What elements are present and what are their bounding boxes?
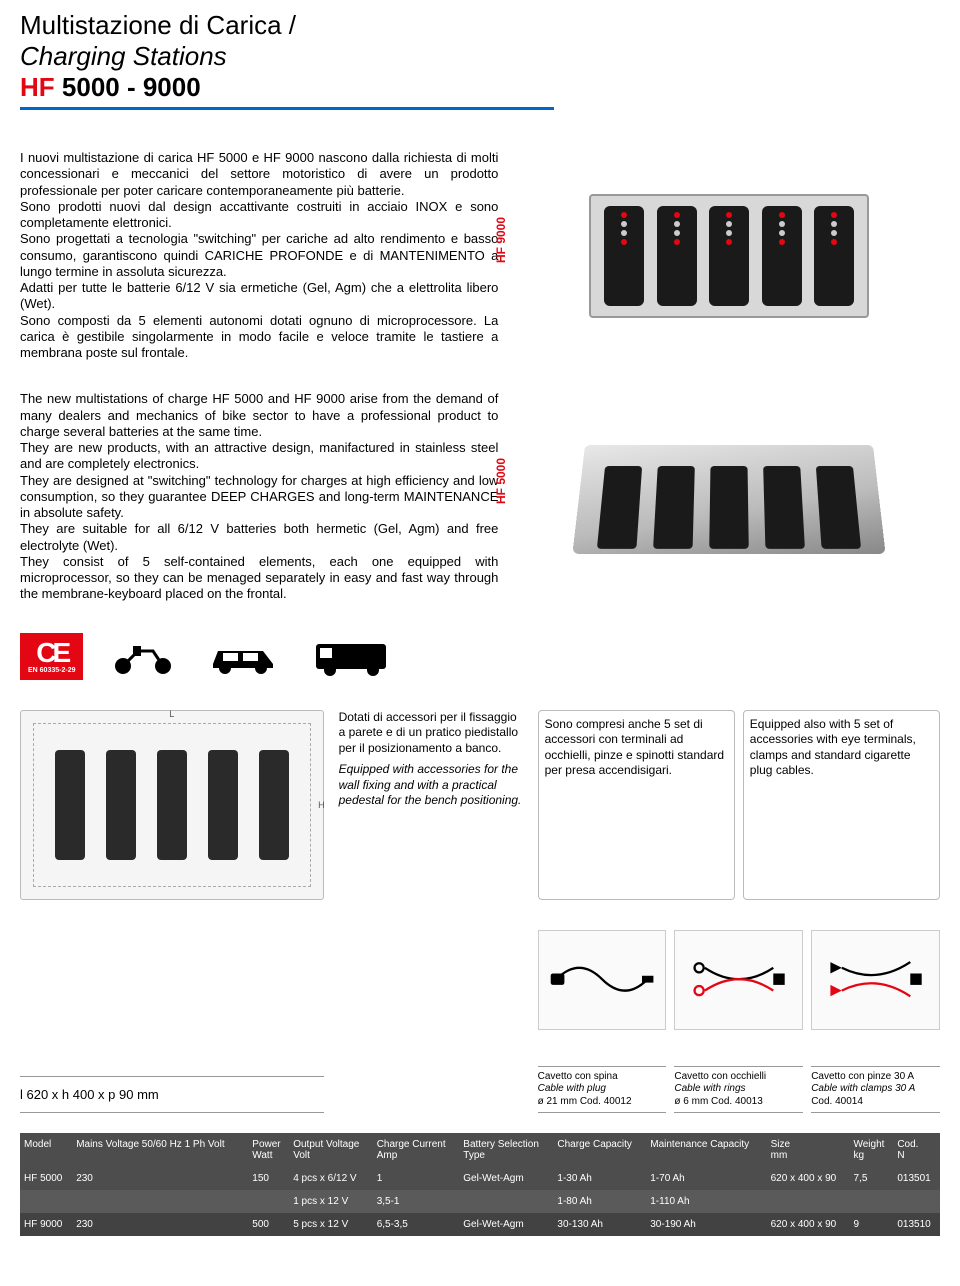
title-it: Multistazione di Carica / — [20, 10, 940, 41]
ce-icon: CE — [36, 639, 67, 667]
acc-right: Sono compresi anche 5 set di accessori c… — [538, 710, 940, 900]
acc-text-it: Dotati di accessori per il fissaggio a p… — [339, 710, 523, 757]
paragraph-it: I nuovi multistazione di carica HF 5000 … — [20, 150, 498, 361]
cable-label-1: Cavetto con occhielli Cable with rings ø… — [674, 1066, 803, 1114]
cable-plug-image — [538, 930, 667, 1030]
ce-badge: CE EN 60335-2-29 — [20, 633, 83, 680]
cable-label-0: Cavetto con spina Cable with plug ø 21 m… — [538, 1066, 667, 1114]
motorcycle-icon — [108, 636, 178, 676]
section-en: The new multistations of charge HF 5000 … — [20, 391, 940, 602]
model-range: 5000 - 9000 — [55, 72, 201, 102]
title-model: HF 5000 - 9000 — [20, 72, 940, 103]
acc-text: Dotati di accessori per il fissaggio a p… — [339, 710, 523, 900]
accessories: L H Dotati di accessori per il fissaggio… — [20, 710, 940, 900]
header: Multistazione di Carica / Charging Stati… — [20, 10, 940, 110]
acc-box-it: Sono compresi anche 5 set di accessori c… — [538, 710, 735, 900]
table-row: HF 5000 230 150 4 pcs x 6/12 V 1 Gel-Wet… — [20, 1167, 940, 1190]
dim-h: H — [318, 800, 325, 810]
table-row: 1 pcs x 12 V 3,5-1 1-80 Ah 1-110 Ah — [20, 1190, 940, 1213]
paragraph-en: The new multistations of charge HF 5000 … — [20, 391, 498, 602]
device-hf5000 — [573, 445, 886, 554]
cable-label-2: Cavetto con pinze 30 A Cable with clamps… — [811, 1066, 940, 1114]
image-hf5000: HF 5000 — [518, 391, 940, 602]
acc-box-en: Equipped also with 5 set of accessories … — [743, 710, 940, 900]
icon-row: CE EN 60335-2-29 — [20, 633, 940, 680]
acc-text-en: Equipped with accessories for the wall f… — [339, 762, 523, 809]
spec-table: Model Mains Voltage 50/60 Hz 1 Ph Volt P… — [20, 1133, 940, 1236]
cable-rings-image — [674, 930, 803, 1030]
dim-text: l 620 x h 400 x p 90 mm — [20, 1076, 324, 1113]
dim-l: L — [169, 709, 174, 719]
wall-diagram: L H — [20, 710, 324, 900]
ce-code: EN 60335-2-29 — [28, 667, 75, 674]
blue-divider — [20, 107, 554, 110]
device-hf9000 — [589, 194, 869, 318]
section-it: I nuovi multistazione di carica HF 5000 … — [20, 150, 940, 361]
cable-labels: Cavetto con spina Cable with plug ø 21 m… — [538, 1066, 940, 1114]
table-header-row: Model Mains Voltage 50/60 Hz 1 Ph Volt P… — [20, 1133, 940, 1167]
hf-prefix: HF — [20, 72, 55, 102]
cable-images — [20, 930, 940, 1036]
cable-clamps-image — [811, 930, 940, 1030]
dimensions: l 620 x h 400 x p 90 mm Cavetto con spin… — [20, 1066, 940, 1114]
title-en: Charging Stations — [20, 41, 940, 72]
van-icon — [308, 634, 398, 679]
car-icon — [203, 636, 283, 676]
table-row: HF 9000 230 500 5 pcs x 12 V 6,5-3,5 Gel… — [20, 1213, 940, 1236]
label-hf9000: HF 9000 — [494, 217, 508, 263]
label-hf5000: HF 5000 — [494, 458, 508, 504]
image-hf9000: HF 9000 — [518, 150, 940, 361]
